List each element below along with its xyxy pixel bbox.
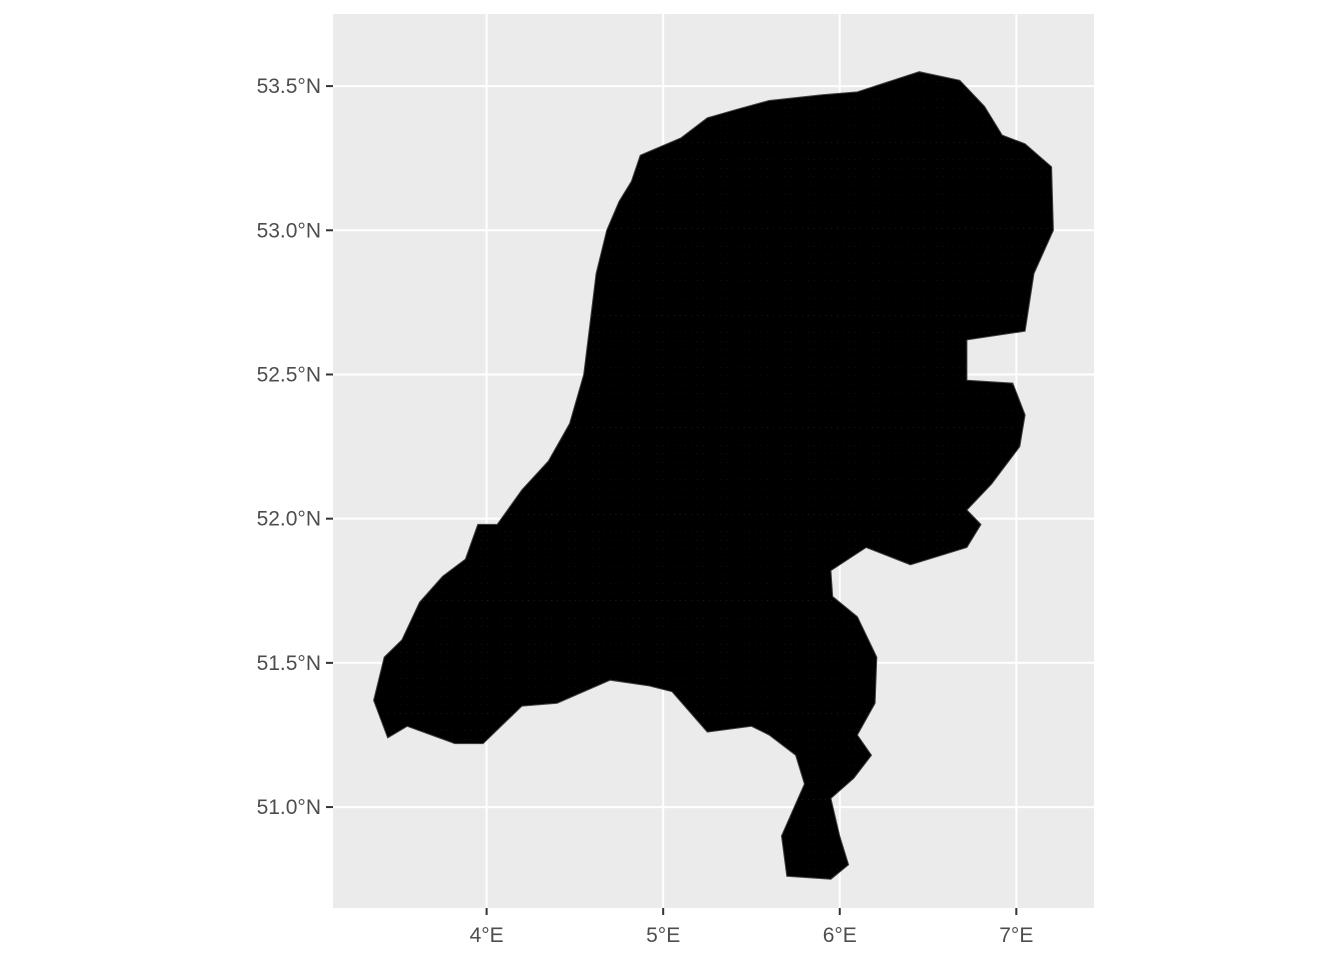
grid-points bbox=[373, 71, 1054, 880]
